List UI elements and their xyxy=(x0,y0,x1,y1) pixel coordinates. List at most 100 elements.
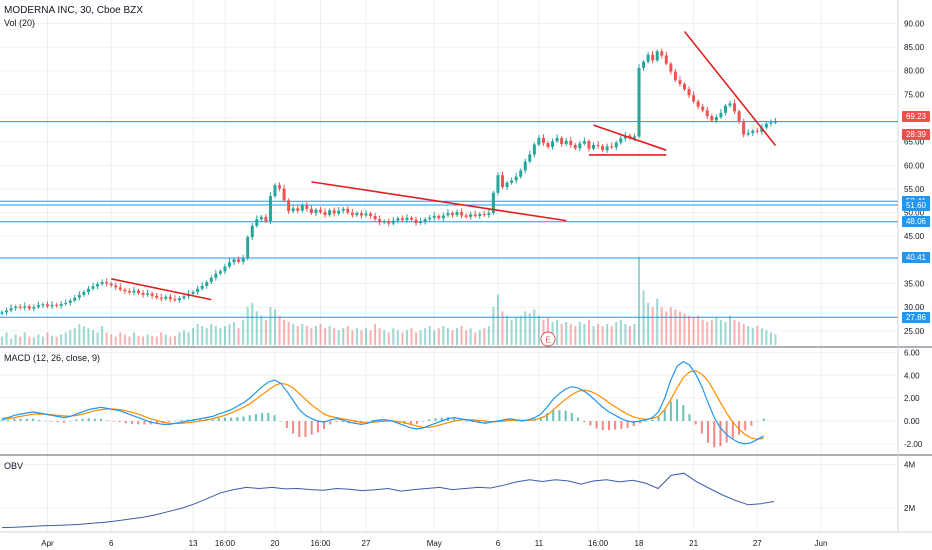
candle-body xyxy=(282,188,286,201)
macd-histogram-bar xyxy=(465,421,468,422)
volume-bar xyxy=(319,324,322,345)
macd-histogram-bar xyxy=(731,421,734,439)
volume-bar xyxy=(583,324,586,345)
volume-bar xyxy=(660,307,663,345)
obv-label[interactable]: OBV xyxy=(4,461,24,471)
volume-bar xyxy=(346,326,349,345)
candle-body xyxy=(692,95,696,102)
candle-body xyxy=(769,122,773,124)
y-tick-label: 25.00 xyxy=(904,327,925,336)
candle-body xyxy=(601,145,605,151)
candle-body xyxy=(751,130,755,134)
obv-line xyxy=(1,472,775,529)
trend-lines[interactable] xyxy=(111,30,777,301)
volume-bar xyxy=(96,332,99,345)
y-tick-label: 0.00 xyxy=(904,417,920,426)
candle-body xyxy=(319,209,322,213)
volume-bar xyxy=(278,315,281,345)
y-tick-label: 4.00 xyxy=(904,371,920,380)
volume-bar xyxy=(114,336,117,345)
candle-body xyxy=(655,51,659,61)
macd-histogram-bar xyxy=(316,421,319,433)
macd-histogram-bar xyxy=(632,421,635,427)
volume-bar xyxy=(242,319,245,345)
x-axis-labels: Apr 6 13 16:00 20 16:00 27 May 6 11 16:00 18 21 27 Jun xyxy=(41,539,827,548)
volume-bar xyxy=(296,326,299,345)
volume-bar xyxy=(369,330,372,345)
macd-histogram-bar xyxy=(81,418,84,421)
volume-bar xyxy=(742,324,745,345)
candle-body xyxy=(496,175,500,193)
volume-bar xyxy=(678,311,681,345)
candle-body xyxy=(46,304,49,307)
candle-body xyxy=(278,185,282,189)
volume-label[interactable]: Vol (20) xyxy=(4,18,36,28)
macd-histogram-bar xyxy=(248,415,251,421)
candle-body xyxy=(437,215,441,219)
volume-bar xyxy=(619,319,622,345)
macd-histogram-bar xyxy=(620,421,623,429)
volume-bar xyxy=(283,319,286,345)
volume-bar xyxy=(64,332,67,345)
candle-body xyxy=(610,146,614,148)
macd-label[interactable]: MACD (12, 26, close, 9) xyxy=(4,353,101,363)
volume-bar xyxy=(487,326,490,345)
candle-body xyxy=(359,213,363,216)
candle-body xyxy=(396,218,400,221)
candle-body xyxy=(23,306,27,308)
macd-histogram-bar xyxy=(7,419,10,421)
candle-body xyxy=(619,138,623,143)
volume-bar xyxy=(492,307,495,345)
volume-bar xyxy=(169,336,172,345)
candle-body xyxy=(268,196,272,222)
candle-body xyxy=(341,208,345,211)
volume-bar xyxy=(597,324,600,345)
volume-bar xyxy=(223,326,226,345)
macd-histogram-bar xyxy=(38,419,41,421)
price-candles xyxy=(0,48,777,316)
volume-bar xyxy=(137,335,140,345)
volume-bar xyxy=(37,334,40,345)
candle-body xyxy=(460,212,464,216)
candle-body xyxy=(382,221,386,223)
candle-body xyxy=(651,54,655,61)
earnings-marker-text[interactable]: E xyxy=(545,336,550,345)
volume-bar xyxy=(560,324,563,345)
symbol-title[interactable]: MODERNA INC, 30, Cboe BZX xyxy=(4,5,143,16)
volume-bar xyxy=(41,336,44,345)
volume-bar xyxy=(28,336,31,345)
candle-body xyxy=(114,285,118,288)
volume-bar xyxy=(251,303,254,345)
candle-body xyxy=(159,297,163,299)
earnings-marker[interactable]: E xyxy=(540,331,556,347)
macd-lines xyxy=(1,360,765,445)
candle-body xyxy=(560,137,564,145)
candle-body xyxy=(464,215,468,217)
candle-body xyxy=(646,54,650,62)
candle-body xyxy=(491,192,495,214)
candle-body xyxy=(755,130,759,132)
macd-histogram-bar xyxy=(645,421,648,422)
macd-histogram-bar xyxy=(354,421,357,424)
volume-bar xyxy=(78,324,81,345)
volume-bar xyxy=(342,328,345,345)
candle-body xyxy=(346,208,350,213)
candle-body xyxy=(714,117,718,121)
candle-body xyxy=(587,141,591,149)
price-badge: 69.23 xyxy=(902,111,930,123)
candle-body xyxy=(164,296,168,299)
volume-bar xyxy=(383,330,386,345)
volume-bar xyxy=(314,326,317,345)
candle-body xyxy=(237,259,241,262)
volume-bar xyxy=(665,311,668,345)
earnings-marker-circle[interactable] xyxy=(540,331,556,347)
x-tick-label: 16:00 xyxy=(215,539,236,548)
candle-body xyxy=(323,212,327,215)
y-tick-label: 50.00 xyxy=(904,209,925,218)
volume-bar xyxy=(424,328,427,345)
candle-body xyxy=(564,140,568,145)
y-tick-label: 55.00 xyxy=(904,185,925,194)
candle-body xyxy=(764,123,768,128)
volume-bar xyxy=(396,330,399,345)
candle-body xyxy=(291,208,295,212)
